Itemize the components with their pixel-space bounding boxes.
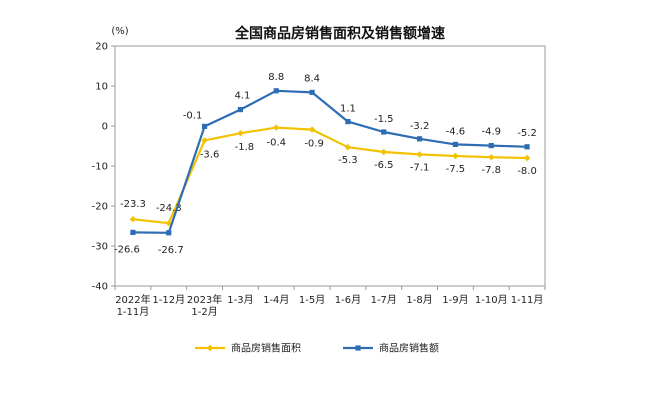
legend-marker bbox=[206, 344, 214, 352]
data-point bbox=[129, 216, 137, 223]
data-label: -4.9 bbox=[481, 127, 501, 138]
series-line-sales-area bbox=[132, 126, 528, 225]
chart-title: 全国商品房销售面积及销售额增速 bbox=[234, 25, 445, 42]
data-point bbox=[237, 107, 244, 113]
y-tick-label: -10 bbox=[92, 162, 108, 173]
data-label: -4.6 bbox=[446, 126, 466, 137]
data-label: 4.1 bbox=[234, 91, 250, 102]
data-label: 1.1 bbox=[340, 104, 356, 115]
data-point bbox=[201, 137, 208, 144]
data-point bbox=[452, 141, 459, 147]
data-point bbox=[452, 152, 459, 160]
y-axis-unit: (%) bbox=[111, 26, 128, 37]
data-point bbox=[309, 89, 315, 95]
data-label: -7.5 bbox=[446, 164, 466, 175]
data-point bbox=[201, 123, 208, 129]
data-point bbox=[488, 143, 494, 149]
data-label: -1.5 bbox=[374, 114, 394, 125]
x-tick-label: 1-7月 bbox=[371, 294, 397, 306]
data-label: -26.6 bbox=[114, 244, 140, 255]
data-label: -0.4 bbox=[266, 138, 286, 149]
data-label: -7.1 bbox=[410, 162, 430, 173]
data-point bbox=[344, 144, 352, 151]
x-tick-label: 1-12月 bbox=[152, 294, 185, 306]
x-tick-label: 1-9月 bbox=[442, 294, 468, 306]
x-tick-label: 1-3月 bbox=[227, 294, 253, 306]
data-label: -0.9 bbox=[304, 139, 324, 150]
y-tick-label: 0 bbox=[102, 122, 108, 133]
data-point bbox=[416, 136, 423, 142]
data-label: -7.8 bbox=[481, 165, 501, 176]
data-label: -26.7 bbox=[158, 245, 184, 256]
y-tick-label: 20 bbox=[95, 42, 108, 53]
legend-label: 商品房销售面积 bbox=[231, 342, 301, 355]
data-point bbox=[524, 144, 530, 150]
x-tick-label: 1-6月 bbox=[335, 294, 361, 306]
data-label: 8.8 bbox=[268, 72, 284, 83]
y-tick-label: 10 bbox=[95, 82, 108, 93]
data-point bbox=[273, 88, 279, 94]
data-label: -0.1 bbox=[183, 110, 203, 121]
data-point bbox=[345, 119, 351, 125]
x-tick-label: 2022年 1-11月 bbox=[115, 293, 150, 318]
data-point bbox=[523, 154, 531, 162]
data-point bbox=[166, 230, 172, 236]
y-tick-label: -30 bbox=[92, 242, 108, 253]
series-line-sales-amount bbox=[132, 89, 528, 234]
data-label: -1.8 bbox=[235, 142, 255, 153]
data-label: -8.0 bbox=[517, 166, 537, 177]
data-label: 8.4 bbox=[304, 73, 320, 84]
data-point bbox=[273, 124, 280, 131]
data-point bbox=[488, 154, 495, 161]
data-point bbox=[308, 126, 316, 133]
data-label: -6.5 bbox=[374, 160, 394, 171]
data-point bbox=[380, 148, 387, 156]
x-tick-label: 1-10月 bbox=[475, 294, 508, 306]
x-tick-label: 2023年 1-2月 bbox=[187, 293, 222, 318]
x-tick-label: 1-8月 bbox=[406, 294, 432, 306]
legend-label: 商品房销售额 bbox=[379, 342, 439, 355]
y-tick-label: -40 bbox=[92, 282, 108, 293]
data-point bbox=[130, 229, 136, 235]
x-tick-label: 1-5月 bbox=[299, 294, 325, 306]
legend-marker bbox=[355, 345, 361, 351]
data-label: -5.3 bbox=[338, 155, 358, 166]
data-label: -3.6 bbox=[200, 149, 220, 160]
data-point bbox=[416, 151, 423, 158]
data-label: -24.3 bbox=[156, 203, 182, 214]
legend: 商品房销售面积 商品房销售额 bbox=[195, 342, 439, 355]
x-tick-label: 1-4月 bbox=[263, 294, 289, 306]
data-label: -5.2 bbox=[517, 128, 537, 139]
data-point bbox=[237, 130, 244, 137]
x-tick-label: 1-11月 bbox=[511, 294, 544, 306]
y-tick-label: -20 bbox=[92, 202, 108, 213]
data-label: -23.3 bbox=[120, 199, 146, 210]
data-point bbox=[381, 129, 387, 135]
data-label: -3.2 bbox=[410, 121, 430, 132]
